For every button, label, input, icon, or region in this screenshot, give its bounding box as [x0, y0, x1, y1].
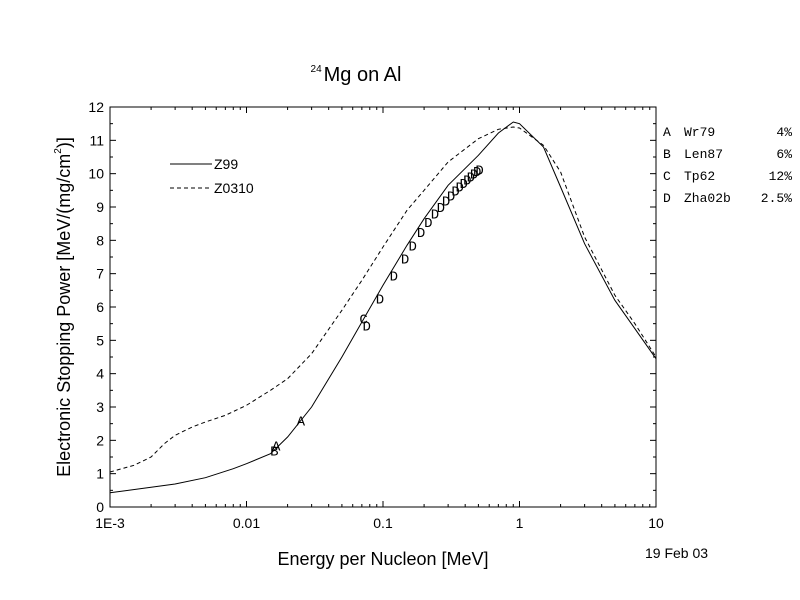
- y-tick-label: 11: [89, 132, 104, 148]
- data-point-d: D: [459, 177, 467, 193]
- reference-list: A Wr79 4% B Len87 6% C Tp62 12% D Zha02b 2.5%: [663, 125, 792, 206]
- y-tick-label: 5: [96, 332, 104, 348]
- reference-entry: C Tp62 12%: [663, 169, 792, 184]
- reference-error: 2.5%: [761, 191, 792, 206]
- reference-source: Tp62: [684, 169, 715, 184]
- reference-error: 12%: [769, 169, 793, 184]
- reference-entry: B Len87 6%: [663, 147, 792, 162]
- y-tick-label: 12: [88, 99, 104, 115]
- data-point-d: D: [456, 180, 464, 196]
- data-point-d: D: [376, 293, 384, 309]
- reference-error: 4%: [776, 125, 792, 140]
- reference-marker: A: [663, 125, 671, 140]
- data-point-d: D: [447, 189, 455, 205]
- y-tick-label: 10: [88, 166, 104, 182]
- y-axis-label-text: Electronic Stopping Power [MeV/(mg/cm: [54, 154, 74, 477]
- y-tick-label: 3: [96, 399, 104, 415]
- y-tick-label: 8: [96, 232, 104, 248]
- data-point-d: D: [442, 194, 450, 210]
- data-point-a: A: [272, 439, 281, 455]
- data-point-d: D: [424, 216, 432, 232]
- x-tick-label: 0.01: [233, 515, 260, 531]
- y-tick-label: 2: [96, 432, 104, 448]
- reference-entry: A Wr79 4%: [663, 125, 792, 140]
- data-point-d: D: [463, 174, 471, 190]
- title-superscript: 24: [311, 64, 323, 75]
- data-point-d: D: [363, 319, 371, 335]
- series-line-z0310: [109, 126, 657, 473]
- x-tick-label: 1: [516, 515, 524, 531]
- legend: Z99 Z0310: [170, 156, 254, 196]
- y-axis-label: Electronic Stopping Power [MeV/(mg/cm2)]: [53, 137, 74, 477]
- data-point-d: D: [401, 253, 409, 269]
- reference-source: Len87: [684, 147, 723, 162]
- data-point-d: D: [390, 269, 398, 285]
- y-tick-label: 1: [96, 466, 104, 482]
- reference-marker: C: [663, 169, 671, 184]
- axis-ticks: [109, 106, 657, 508]
- data-point-a: A: [297, 414, 306, 430]
- y-tick-label: 6: [96, 299, 104, 315]
- data-point-b: B: [270, 444, 278, 460]
- series-layer: [109, 121, 657, 494]
- data-point-d: D: [475, 163, 483, 179]
- reference-error: 6%: [776, 147, 792, 162]
- x-tick-label: 10: [648, 515, 664, 531]
- x-tick-label: 1E-3: [95, 515, 125, 531]
- reference-entry: D Zha02b 2.5%: [663, 191, 792, 206]
- title-text: Mg on Al: [324, 64, 402, 86]
- legend-label-z0310: Z0310: [214, 180, 254, 196]
- reference-source: Wr79: [684, 125, 715, 140]
- data-point-d: D: [431, 208, 439, 224]
- y-tick-label: 9: [96, 199, 104, 215]
- y-tick-label: 4: [96, 366, 104, 382]
- y-tick-label: 7: [96, 266, 104, 282]
- legend-label-z99: Z99: [214, 156, 238, 172]
- series-line-z99: [109, 121, 657, 494]
- reference-marker: D: [663, 191, 671, 206]
- x-tick-label: 0.1: [373, 515, 393, 531]
- data-point-d: D: [473, 165, 481, 181]
- data-point-d: D: [408, 239, 416, 255]
- data-point-c: C: [359, 313, 367, 329]
- data-point-d: D: [467, 170, 475, 186]
- y-tick-label: 0: [96, 499, 104, 515]
- data-point-d: D: [470, 168, 478, 184]
- reference-marker: B: [663, 147, 671, 162]
- reference-source: Zha02b: [684, 191, 731, 206]
- y-axis-label-superscript: 2: [53, 148, 64, 154]
- data-point-d: D: [417, 226, 425, 242]
- y-axis-label-suffix: )]: [54, 137, 74, 148]
- data-point-d: D: [451, 184, 459, 200]
- chart-title: 24 Mg on Al: [311, 64, 402, 86]
- x-axis-label: Energy per Nucleon [MeV]: [277, 549, 488, 569]
- date-label: 19 Feb 03: [645, 545, 708, 561]
- data-point-d: D: [437, 201, 445, 217]
